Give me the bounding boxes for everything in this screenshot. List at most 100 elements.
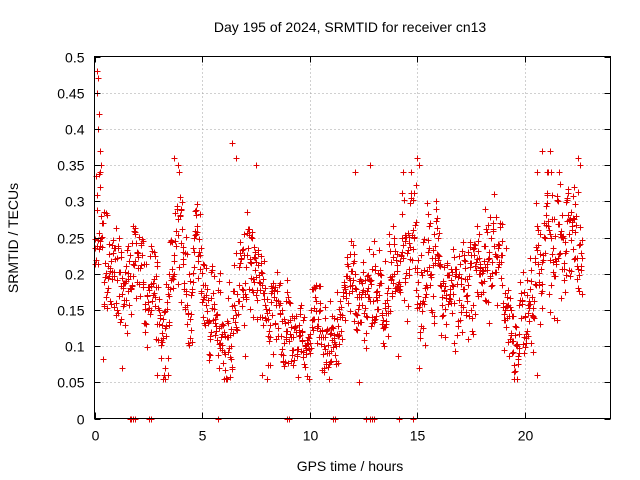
data-point (390, 254, 397, 261)
data-point (217, 289, 224, 296)
data-point (486, 320, 493, 327)
data-point (228, 343, 235, 350)
data-point (455, 274, 462, 281)
data-point (248, 260, 255, 267)
data-point (237, 239, 244, 246)
data-point (140, 238, 147, 245)
data-point (169, 266, 176, 273)
data-point (425, 249, 432, 256)
data-point (579, 255, 586, 262)
data-point (162, 376, 169, 383)
data-point (385, 285, 392, 292)
data-point (261, 258, 268, 265)
data-point (352, 271, 359, 278)
data-point (313, 298, 320, 305)
data-point (485, 222, 492, 229)
data-point (317, 300, 324, 307)
data-point (259, 282, 266, 289)
data-point (325, 342, 332, 349)
data-point (350, 277, 357, 284)
data-point (143, 261, 150, 268)
plot-frame (94, 56, 611, 419)
data-points (92, 68, 586, 423)
data-point (499, 238, 506, 245)
data-point (173, 228, 180, 235)
data-point (413, 219, 420, 226)
data-point (236, 282, 243, 289)
data-point (245, 245, 252, 252)
data-point (532, 255, 539, 262)
data-point (485, 299, 492, 306)
data-point (250, 314, 257, 321)
data-point (370, 298, 377, 305)
data-point (212, 332, 219, 339)
data-point (313, 282, 320, 289)
data-point (284, 328, 291, 335)
data-point (516, 331, 523, 338)
data-point (277, 300, 284, 307)
data-point (540, 257, 547, 264)
data-point (577, 241, 584, 248)
data-point (365, 272, 372, 279)
data-point (135, 254, 142, 261)
data-point (205, 319, 212, 326)
data-point (162, 365, 169, 372)
data-point (232, 307, 239, 314)
data-point (317, 307, 324, 314)
data-point (424, 200, 431, 207)
data-point (486, 255, 493, 262)
data-point (106, 241, 113, 248)
data-point (189, 286, 196, 293)
data-point (457, 261, 464, 268)
data-point (267, 322, 274, 329)
data-point (259, 314, 266, 321)
data-point (190, 245, 197, 252)
data-point (394, 251, 401, 258)
data-point (574, 276, 581, 283)
data-point (338, 328, 345, 335)
data-point (380, 317, 387, 324)
data-point (142, 320, 149, 327)
data-point (163, 333, 170, 340)
data-point (493, 269, 500, 276)
data-point (570, 246, 577, 253)
data-point (230, 315, 237, 322)
data-point (222, 367, 229, 374)
data-point (154, 372, 161, 379)
data-point (551, 216, 558, 223)
data-point (330, 325, 337, 332)
data-point (435, 235, 442, 242)
data-point (443, 321, 450, 328)
data-point (143, 321, 150, 328)
data-point (163, 323, 170, 330)
data-point (456, 271, 463, 278)
data-point (161, 309, 168, 316)
data-point (562, 289, 569, 296)
data-point (367, 162, 374, 169)
data-point (184, 251, 191, 258)
data-point (249, 235, 256, 242)
data-point (259, 372, 266, 379)
data-point (561, 266, 568, 273)
data-point (104, 289, 111, 296)
data-point (470, 302, 477, 309)
data-point (576, 242, 583, 249)
data-point (97, 148, 104, 155)
data-point (442, 334, 449, 341)
data-point (387, 308, 394, 315)
data-point (299, 338, 306, 345)
data-point (561, 277, 568, 284)
data-point (464, 292, 471, 299)
data-point (206, 357, 213, 364)
data-point (172, 210, 179, 217)
data-point (253, 292, 260, 299)
data-point (476, 255, 483, 262)
data-point (567, 273, 574, 280)
data-point (359, 302, 366, 309)
data-point (147, 311, 154, 318)
data-point (434, 225, 441, 232)
data-point (456, 297, 463, 304)
data-point (239, 247, 246, 254)
data-point (575, 155, 582, 162)
